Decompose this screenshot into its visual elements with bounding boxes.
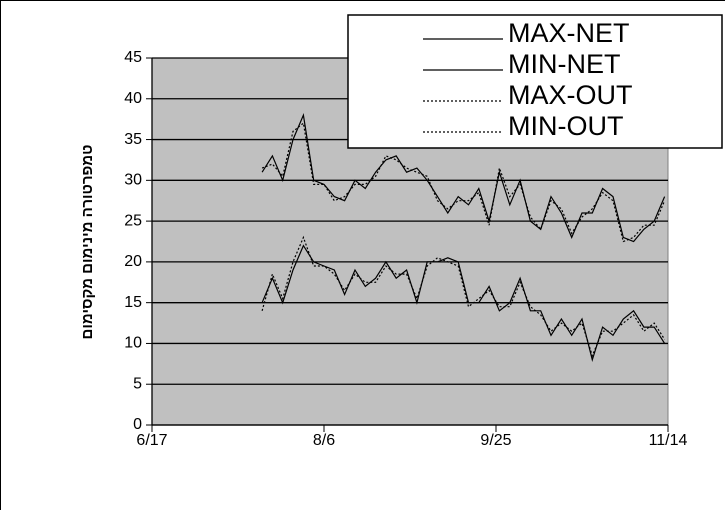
series-line xyxy=(261,235,666,358)
y-tick-label: 5 xyxy=(133,375,142,392)
series-line xyxy=(261,122,666,243)
x-tick-label: 8/6 xyxy=(313,432,335,449)
x-tick-label: 11/14 xyxy=(649,432,688,449)
y-tick-label: 0 xyxy=(133,416,142,433)
x-tick-label: 9/25 xyxy=(480,432,511,449)
series-line xyxy=(261,244,666,362)
legend-label: MIN-NET xyxy=(508,49,620,79)
y-tick-label: 25 xyxy=(124,212,142,229)
y-tick-label: 20 xyxy=(124,253,142,270)
legend-box xyxy=(347,14,723,149)
y-tick-label: 15 xyxy=(124,294,142,311)
y-tick-label: 10 xyxy=(124,335,142,352)
x-tick-label: 6/17 xyxy=(136,432,167,449)
y-tick-label: 40 xyxy=(124,90,142,107)
legend-label: MIN-OUT xyxy=(508,111,623,141)
y-tick-label: 45 xyxy=(124,49,142,66)
series-line xyxy=(261,112,666,243)
legend-label: MAX-NET xyxy=(508,18,630,48)
y-axis-label: טמפרטורה מינימום מקסימום xyxy=(79,145,96,340)
y-tick-label: 35 xyxy=(124,131,142,148)
legend-label: MAX-OUT xyxy=(508,80,633,110)
y-tick-label: 30 xyxy=(124,172,142,189)
